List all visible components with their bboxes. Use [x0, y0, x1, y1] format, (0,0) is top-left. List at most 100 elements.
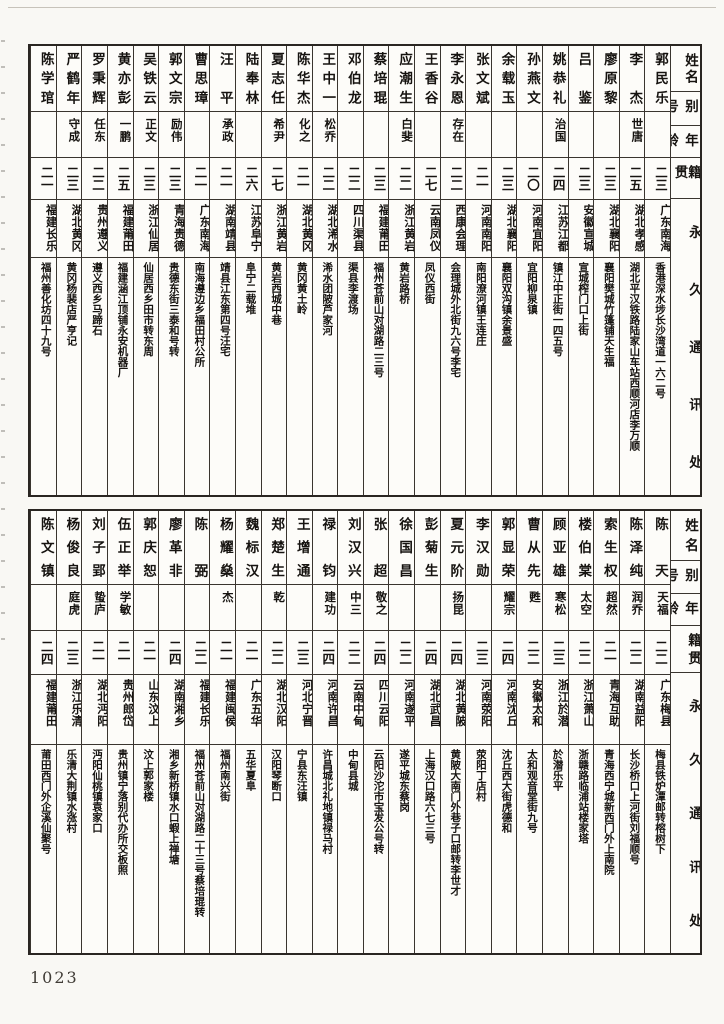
age-header: 年龄 [671, 594, 700, 626]
person-address-cell: 福州苍前山对湖路二十三号蔡培琨转 [193, 749, 205, 917]
person-alias-cell: 敬之 [363, 585, 389, 631]
person-column: 邓伯龙 二二 四川渠县 渠县李渡场 [337, 46, 363, 495]
person-alias-cell [645, 112, 670, 158]
person-native-place-cell: 福建长乐 [184, 675, 210, 745]
person-column: 郭民乐 二三 广东南海 香港深水埗长沙湾道一六二号 [644, 46, 670, 495]
person-age-cell: 二一 [184, 158, 210, 200]
person-name-cell: 刘子郢 [82, 511, 107, 585]
person-age-cell: 二二 [568, 631, 594, 675]
person-native-place-cell: 浙江於潜 [543, 675, 568, 745]
person-native-place-cell: 湖北襄阳 [594, 200, 619, 258]
person-column: 曹思璋 二一 广东南海 南海遵边乡福田村公所 [183, 46, 210, 495]
person-column: 魏标汉 二一 广东五华 五华夏阜 [234, 511, 261, 953]
person-name-cell: 曹从先 [517, 511, 543, 585]
person-address-cell: 中甸县城 [346, 749, 358, 791]
person-age-cell: 二四 [543, 158, 568, 200]
person-name-cell: 王增通 [287, 511, 312, 585]
person-name-cell: 徐国昌 [389, 511, 415, 585]
person-address-cell: 宣城榨门口上街 [577, 262, 589, 336]
person-age-cell: 二四 [31, 631, 56, 675]
person-address-cell: 上海汉口路六七三号 [423, 749, 435, 844]
person-alias-cell [184, 585, 210, 631]
person-native-place-cell: 湖北黄冈 [56, 200, 82, 258]
person-age-cell: 二一 [210, 631, 235, 675]
roster-table-bottom: 姓名 别号 年龄 籍贯 永久通讯处 陈天 天福 二二 广东梅县 梅县铁炉潭邮转榕… [28, 509, 702, 955]
person-native-place-cell: 福建莆田 [363, 200, 389, 258]
person-address-cell: 香港深水埗长沙湾道一六二号 [654, 262, 665, 399]
person-native-place-cell: 湖北襄阳 [491, 200, 517, 258]
person-age-cell: 二二 [517, 631, 543, 675]
person-column: 陈弼 二二 福建长乐 福州苍前山对湖路二十三号蔡培琨转 [183, 511, 210, 953]
person-address-cell: 渠县李渡场 [346, 262, 358, 315]
person-name-cell: 郭庆恕 [133, 511, 159, 585]
person-age-cell: 二一 [133, 631, 159, 675]
person-address-cell: 遂平城东蔡岗 [398, 749, 410, 812]
person-address-cell: 黄冈黄土岭 [295, 262, 307, 315]
person-alias-cell: 正文 [133, 112, 159, 158]
person-alias-cell: 世唐 [619, 112, 645, 158]
person-native-place-cell: 湖北浠水 [312, 200, 338, 258]
person-alias-cell: 化之 [287, 112, 312, 158]
person-address-cell: 镇江中正街一四五号 [551, 262, 563, 357]
person-column: 徐国昌 二二 河南遂平 遂平城东蔡岗 [388, 511, 415, 953]
person-alias-cell: 守成 [56, 112, 82, 158]
person-native-place-cell: 福建莆田 [107, 200, 133, 258]
person-address-cell: 南阳潦河镇王连庄 [474, 262, 486, 346]
person-column: 张超 敬之 二四 四川云阳 云阳沙沱市宝发公号转 [362, 511, 389, 953]
person-native-place-cell: 西康会理 [440, 200, 466, 258]
person-native-place-cell: 湖南益阳 [619, 675, 645, 745]
person-alias-cell: 任东 [82, 112, 107, 158]
person-alias-cell [466, 585, 491, 631]
person-address-cell: 靖县江东第四号汪宅 [218, 262, 230, 357]
person-age-cell: 二〇 [517, 158, 543, 200]
person-name-cell: 蔡培琨 [363, 46, 389, 112]
person-native-place-cell: 江苏江都 [543, 200, 568, 258]
person-name-cell: 陈天 [645, 511, 670, 585]
age-header: 年龄 [671, 126, 700, 158]
person-address-cell: 浙赣路临浦站楼家塔 [577, 749, 589, 844]
person-column: 杨耀燊 杰 二一 福建闽侯 福州南兴街 [209, 511, 235, 953]
native-place-header: 籍贯 [671, 626, 700, 673]
person-alias-cell [466, 112, 491, 158]
person-name-cell: 陆奉林 [235, 46, 261, 112]
person-alias-cell: 超然 [594, 585, 619, 631]
person-column: 汪平 承政 二一 湖南靖县 靖县江东第四号汪宅 [209, 46, 235, 495]
person-column: 余载玉 二三 湖北襄阳 襄阳双沟镇余景盛 [490, 46, 517, 495]
person-age-cell: 二三 [287, 631, 312, 675]
person-address-cell: 遵义西乡马蹄石 [90, 262, 102, 336]
person-age-cell: 二四 [159, 631, 184, 675]
person-native-place-cell: 湖南靖县 [210, 200, 235, 258]
person-name-cell: 王中一 [312, 46, 338, 112]
person-age-cell: 二二 [184, 631, 210, 675]
person-address-cell: 福州南兴街 [218, 749, 230, 802]
person-alias-cell: 存在 [440, 112, 466, 158]
person-address-cell: 仙居西乡田市转东周 [142, 262, 154, 357]
person-address-cell: 襄阳双沟镇余景盛 [500, 262, 512, 346]
person-age-cell: 二四 [491, 631, 517, 675]
person-name-cell: 王香谷 [415, 46, 440, 112]
person-column: 索生权 超然 二一 青海互助 青海西宁城新西门外上南院 [593, 511, 619, 953]
person-column: 顾亚雄 寒松 二三 浙江於潜 於潜乐平 [542, 511, 568, 953]
person-alias-cell [235, 112, 261, 158]
person-column: 严鹤年 守成 二三 湖北黄冈 黄冈杨裴店严亨记 [55, 46, 82, 495]
person-alias-cell: 承政 [210, 112, 235, 158]
person-alias-cell [235, 585, 261, 631]
person-alias-cell: 一鹏 [107, 112, 133, 158]
person-age-cell: 二三 [594, 158, 619, 200]
person-name-cell: 彭菊生 [415, 511, 440, 585]
person-address-cell: 湖北平汉铁路陆家山车站西顺河店李万顺 [628, 262, 640, 451]
person-address-cell: 湘乡新桥镇水口蝦上禅塘 [167, 749, 179, 865]
person-native-place-cell: 广东梅县 [645, 675, 670, 745]
header-column: 姓名 别号 年龄 籍贯 永久通讯处 [670, 46, 700, 495]
person-address-cell: 襄阳樊城竹篷铺天生福 [602, 262, 614, 367]
person-column: 楼伯棠 太空 二二 浙江萧山 浙赣路临浦站楼家塔 [567, 511, 594, 953]
person-alias-cell [159, 585, 184, 631]
person-column: 罗秉辉 任东 二二 贵州遵义 遵义西乡马蹄石 [81, 46, 107, 495]
person-name-cell: 李汉勋 [466, 511, 491, 585]
person-address-cell: 宜阳柳泉镇 [526, 262, 538, 315]
person-name-cell: 禄钧 [312, 511, 338, 585]
person-native-place-cell: 湖北黄冈 [287, 200, 312, 258]
person-name-cell: 陈学琯 [31, 46, 56, 112]
person-column: 陈天 天福 二二 广东梅县 梅县铁炉潭邮转榕树下 [644, 511, 670, 953]
